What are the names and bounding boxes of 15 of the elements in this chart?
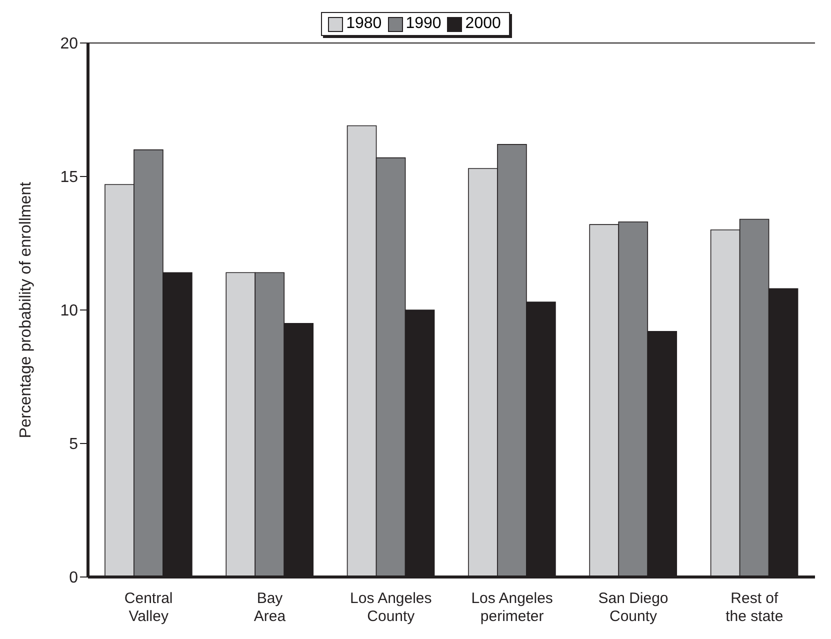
legend-label: 1980 [346, 15, 382, 33]
legend-label: 1990 [406, 15, 442, 33]
legend-label: 2000 [465, 15, 501, 33]
x-tick-label: Bay Area [254, 590, 286, 625]
x-tick-label: Central Valley [124, 590, 173, 625]
y-tick-label: 15 [60, 169, 78, 186]
y-tick-label: 5 [69, 436, 78, 454]
y-tick-label: 10 [60, 302, 78, 320]
y-tick-label: 20 [60, 36, 78, 53]
x-tick-label: San Diego County [598, 590, 668, 625]
x-tick-label: Los Angeles perimeter [471, 590, 553, 625]
x-tick-label: Rest of the state [726, 590, 784, 625]
x-tick-label: Los Angeles County [350, 590, 432, 625]
y-tick-label: 0 [69, 570, 78, 587]
y-axis-title: Percentage probability of enrollment [18, 181, 35, 438]
